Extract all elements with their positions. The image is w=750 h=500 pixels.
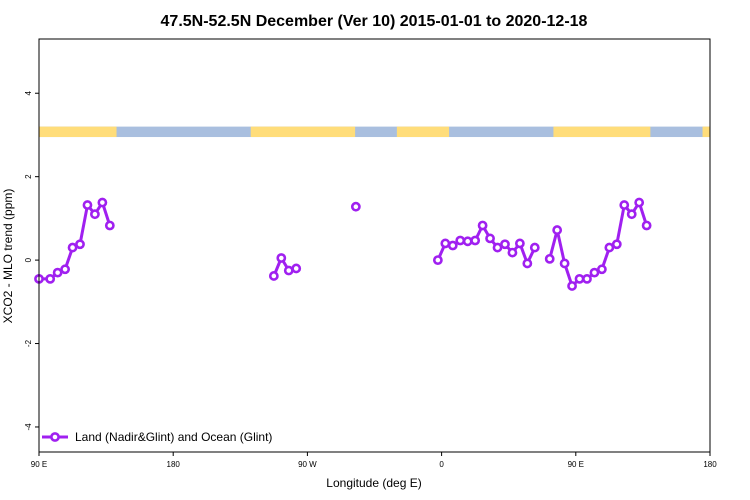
- data-point: [447, 240, 458, 251]
- x-axis: 90 E 180 90 W 0 90 E 180: [31, 452, 717, 469]
- data-point: [574, 273, 585, 284]
- y-tick-label: -4: [24, 423, 33, 431]
- land-segment: [702, 126, 710, 138]
- land-segment: [553, 126, 651, 138]
- legend-entry: Land (Nadir&Glint) and Ocean (Glint): [75, 430, 272, 444]
- plot-frame: [38, 38, 711, 453]
- data-point: [634, 197, 645, 208]
- data-point: [97, 197, 108, 208]
- x-tick-label: 90 E: [568, 460, 584, 469]
- y-tick-label: 2: [24, 174, 33, 179]
- data-point: [485, 233, 495, 244]
- y-tick-label: 0: [24, 257, 33, 262]
- legend: Land (Nadir&Glint) and Ocean (Glint): [42, 430, 272, 444]
- data-point: [589, 267, 600, 278]
- data-point: [604, 242, 615, 253]
- land-segment: [396, 126, 450, 138]
- data-point: [596, 264, 607, 275]
- chart-title: 47.5N-52.5N December (Ver 10) 2015-01-01…: [161, 13, 588, 30]
- data-point: [283, 265, 294, 276]
- data-point: [500, 239, 510, 250]
- data-point: [552, 225, 563, 235]
- x-axis-label: Longitude (deg E): [326, 476, 421, 490]
- legend-marker: [50, 432, 60, 442]
- x-tick-label: 90 E: [31, 460, 47, 469]
- x-tick-label: 0: [439, 460, 444, 469]
- land-ocean-bar: [39, 126, 710, 138]
- data-point: [611, 239, 622, 250]
- y-axis-label: XCO2 - MLO trend (ppm): [1, 189, 15, 324]
- data-point: [52, 267, 63, 278]
- data-point: [641, 220, 652, 231]
- data-point: [567, 281, 577, 291]
- x-tick-label: 180: [703, 460, 717, 469]
- data-point: [455, 235, 466, 246]
- data-point: [626, 209, 637, 220]
- ocean-band: [39, 126, 710, 138]
- data-point: [291, 263, 302, 274]
- data-point: [67, 242, 78, 253]
- data-point: [104, 220, 115, 231]
- data-point: [477, 220, 488, 231]
- data-point: [619, 200, 630, 210]
- land-segment: [39, 126, 117, 138]
- data-point: [75, 239, 85, 250]
- x-tick-label: 90 W: [298, 460, 317, 469]
- data-point: [350, 201, 361, 212]
- land-segment: [250, 126, 356, 138]
- series-layer: [34, 197, 652, 291]
- y-tick-label: -2: [24, 339, 33, 347]
- data-point: [470, 235, 481, 246]
- data-point: [582, 273, 592, 284]
- data-point: [522, 258, 533, 269]
- data-point: [432, 255, 443, 266]
- y-tick-label: 4: [24, 90, 33, 95]
- data-point: [268, 271, 279, 281]
- data-point: [45, 273, 56, 284]
- data-point: [544, 253, 555, 264]
- data-point: [82, 200, 93, 210]
- data-point: [60, 264, 70, 275]
- data-point: [90, 209, 100, 220]
- data-point: [462, 236, 473, 247]
- data-point: [492, 242, 503, 253]
- data-point: [529, 242, 540, 253]
- x-tick-label: 180: [167, 460, 181, 469]
- data-point: [514, 238, 525, 249]
- data-point: [507, 247, 518, 258]
- data-point: [559, 258, 570, 269]
- data-point: [440, 238, 451, 249]
- y-axis: -4 -2 0 2 4: [24, 90, 39, 431]
- data-point: [276, 253, 287, 263]
